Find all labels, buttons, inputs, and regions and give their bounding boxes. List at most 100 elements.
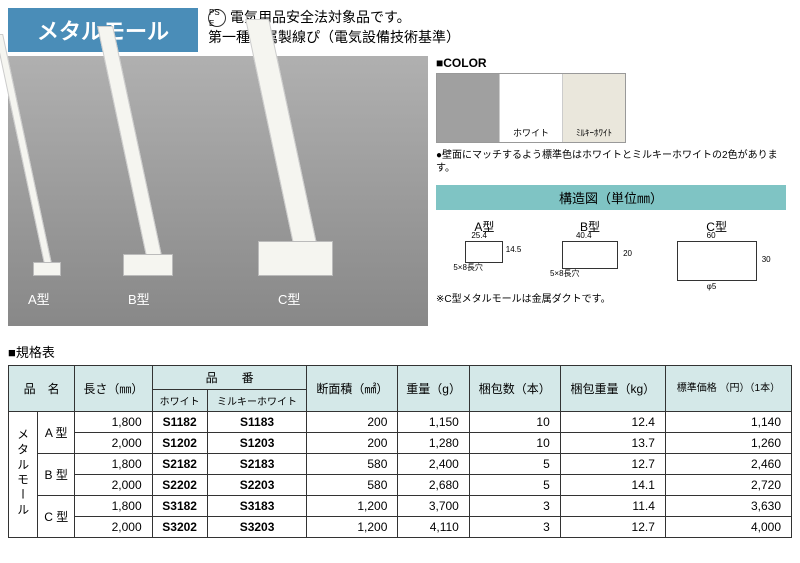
- table-row: C 型1,800S3182S31831,2003,700311.43,630: [9, 496, 792, 517]
- group-cell: メタルモール: [9, 412, 38, 538]
- cell-pr: 2,720: [665, 475, 791, 496]
- cell-pr: 1,260: [665, 433, 791, 454]
- swatch-white: ホワイト: [499, 74, 563, 142]
- diagram-note: ※C型メタルモールは金属ダクトです。: [436, 290, 786, 305]
- table-row: 2,000S3202S32031,2004,110312.74,000: [9, 517, 792, 538]
- cell-area: 1,200: [307, 496, 398, 517]
- cell-pw: 13.7: [560, 433, 665, 454]
- table-row: メタルモールA 型1,800S1182S11832001,1501012.41,…: [9, 412, 792, 433]
- dim-b-hole: 5×8長穴: [550, 268, 580, 279]
- dim-a-w: 25.4: [471, 231, 487, 240]
- photo-label-c: C型: [278, 289, 300, 308]
- cell-area: 580: [307, 475, 398, 496]
- diagram-row: A型 25.4 14.5 5×8長穴 B型 40.4 20 5×8長穴 C型: [436, 218, 786, 284]
- dim-c-w: 60: [707, 231, 716, 240]
- cell-area: 200: [307, 433, 398, 454]
- col-weight: 重量（g）: [398, 366, 469, 412]
- cell-pw: 14.1: [560, 475, 665, 496]
- cell-pk: 3: [469, 517, 560, 538]
- cell-pr: 1,140: [665, 412, 791, 433]
- dim-b-w: 40.4: [576, 231, 592, 240]
- cell-wt: 1,280: [398, 433, 469, 454]
- diagram-c-label: C型: [677, 218, 757, 235]
- cell-w: S3182: [152, 496, 207, 517]
- swatch-gray: [437, 74, 499, 142]
- cell-area: 200: [307, 412, 398, 433]
- table-row: B 型1,800S2182S21835802,400512.72,460: [9, 454, 792, 475]
- cell-len: 2,000: [75, 517, 152, 538]
- cell-w: S1182: [152, 412, 207, 433]
- col-price: 標準価格 （円）（1本）: [665, 366, 791, 412]
- cell-pk: 10: [469, 433, 560, 454]
- cell-pr: 3,630: [665, 496, 791, 517]
- cell-len: 2,000: [75, 433, 152, 454]
- cell-len: 1,800: [75, 496, 152, 517]
- spec-table: 品 名 長さ（㎜） 品 番 断面積（㎟） 重量（g） 梱包数（本） 梱包重量（k…: [8, 365, 792, 538]
- cell-pw: 12.7: [560, 454, 665, 475]
- cell-pw: 12.4: [560, 412, 665, 433]
- cell-w: S3202: [152, 517, 207, 538]
- cell-pk: 10: [469, 412, 560, 433]
- subtitle: PS E電気用品安全法対象品です。 第一種金属製線ぴ（電気設備技術基準）: [208, 8, 460, 47]
- pse-icon: PS E: [208, 9, 226, 27]
- cell-wt: 2,680: [398, 475, 469, 496]
- cell-pw: 12.7: [560, 517, 665, 538]
- table-row: 2,000S1202S12032001,2801013.71,260: [9, 433, 792, 454]
- spec-heading: ■規格表: [8, 342, 792, 361]
- cell-m: S2183: [207, 454, 307, 475]
- cell-pk: 5: [469, 475, 560, 496]
- type-cell: A 型: [38, 412, 75, 454]
- table-row: 2,000S2202S22035802,680514.12,720: [9, 475, 792, 496]
- col-name: 品 名: [9, 366, 75, 412]
- cell-len: 1,800: [75, 454, 152, 475]
- cell-pk: 5: [469, 454, 560, 475]
- cell-pr: 4,000: [665, 517, 791, 538]
- cell-len: 2,000: [75, 475, 152, 496]
- right-column: ■COLOR ホワイト ﾐﾙｷｰﾎﾜｲﾄ ●壁面にマッチするよう標準色はホワイト…: [436, 56, 786, 326]
- cell-w: S1202: [152, 433, 207, 454]
- photo-label-b: B型: [128, 289, 150, 308]
- dim-a-h: 14.5: [506, 245, 522, 254]
- color-note: ●壁面にマッチするよう標準色はホワイトとミルキーホワイトの2色があります。: [436, 149, 786, 175]
- col-code-white: ホワイト: [152, 390, 207, 412]
- diagram-a: A型 25.4 14.5 5×8長穴: [465, 218, 503, 284]
- cell-wt: 1,150: [398, 412, 469, 433]
- dim-b-h: 20: [623, 249, 632, 258]
- diagram-c: C型 60 30 φ5: [677, 218, 757, 284]
- main-content: A型 B型 C型 ■COLOR ホワイト ﾐﾙｷｰﾎﾜｲﾄ ●壁面にマッチするよ…: [8, 56, 792, 326]
- cell-m: S1203: [207, 433, 307, 454]
- dim-c-h: 30: [762, 255, 771, 264]
- cell-pw: 11.4: [560, 496, 665, 517]
- color-heading: ■COLOR: [436, 56, 786, 70]
- cell-area: 1,200: [307, 517, 398, 538]
- dim-c-hole: φ5: [707, 282, 717, 291]
- cell-m: S3203: [207, 517, 307, 538]
- subtitle-line2: 第一種金属製線ぴ（電気設備技術基準）: [208, 29, 460, 45]
- cell-wt: 3,700: [398, 496, 469, 517]
- diagram-b: B型 40.4 20 5×8長穴: [562, 218, 618, 284]
- type-cell: B 型: [38, 454, 75, 496]
- cell-pk: 3: [469, 496, 560, 517]
- col-area: 断面積（㎟）: [307, 366, 398, 412]
- cell-m: S2203: [207, 475, 307, 496]
- col-packweight: 梱包重量（kg）: [560, 366, 665, 412]
- col-code: 品 番: [152, 366, 307, 390]
- swatch-milky: ﾐﾙｷｰﾎﾜｲﾄ: [563, 74, 625, 142]
- cell-wt: 2,400: [398, 454, 469, 475]
- cell-pr: 2,460: [665, 454, 791, 475]
- cell-wt: 4,110: [398, 517, 469, 538]
- col-pack: 梱包数（本）: [469, 366, 560, 412]
- col-code-milky: ミルキーホワイト: [207, 390, 307, 412]
- cell-w: S2202: [152, 475, 207, 496]
- cell-w: S2182: [152, 454, 207, 475]
- dim-a-hole: 5×8長穴: [453, 262, 483, 273]
- header: メタルモール PS E電気用品安全法対象品です。 第一種金属製線ぴ（電気設備技術…: [8, 8, 792, 52]
- cell-m: S1183: [207, 412, 307, 433]
- product-photo: A型 B型 C型: [8, 56, 428, 326]
- diagram-heading: 構造図（単位㎜）: [436, 185, 786, 210]
- photo-label-a: A型: [28, 289, 50, 308]
- cell-m: S3183: [207, 496, 307, 517]
- type-cell: C 型: [38, 496, 75, 538]
- color-swatches: ホワイト ﾐﾙｷｰﾎﾜｲﾄ: [436, 73, 626, 143]
- cell-len: 1,800: [75, 412, 152, 433]
